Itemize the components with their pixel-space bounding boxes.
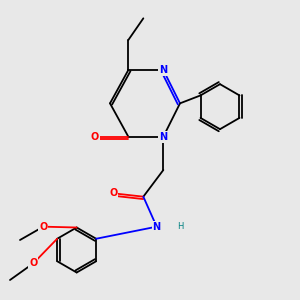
Text: N: N: [153, 222, 161, 232]
Text: O: O: [39, 222, 47, 232]
Text: N: N: [159, 65, 167, 75]
Text: H: H: [177, 222, 183, 231]
Text: O: O: [109, 188, 118, 198]
Text: O: O: [91, 132, 99, 142]
Text: N: N: [159, 132, 167, 142]
Text: O: O: [29, 258, 38, 268]
